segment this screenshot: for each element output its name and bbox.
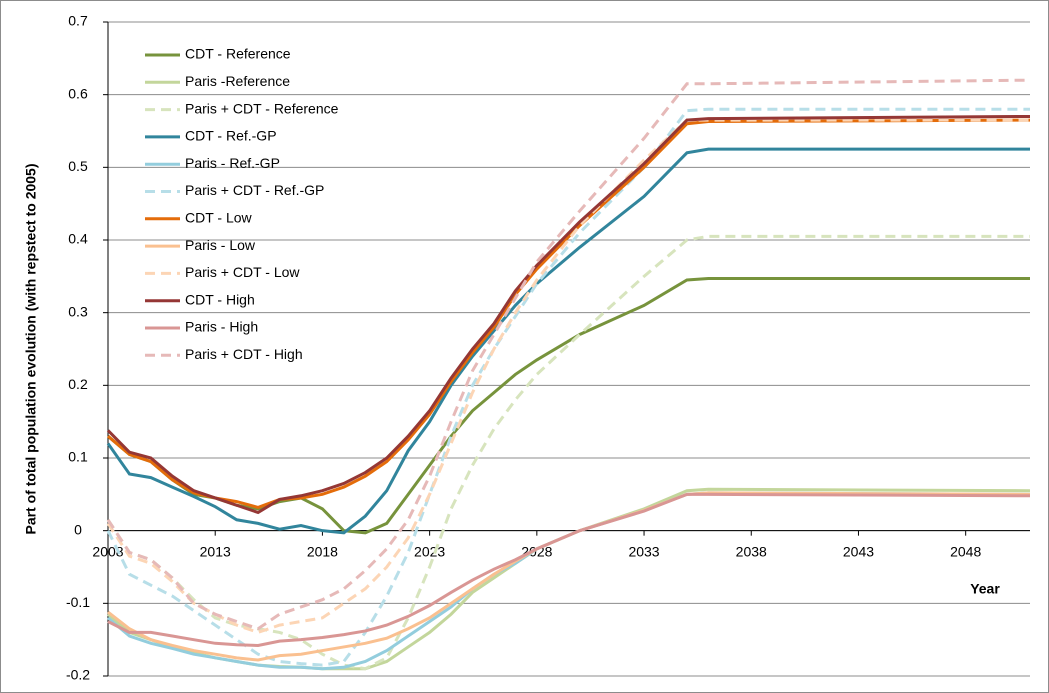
series-line [106, 78, 1031, 631]
legend-label: Paris - Low [185, 237, 256, 253]
legend-label: CDT - High [185, 291, 255, 307]
y-tick-label: 0 [74, 521, 82, 537]
series-line [106, 234, 1030, 671]
series-line [106, 114, 1031, 515]
x-tick-label: 2048 [950, 543, 981, 559]
y-tick-label: -0.1 [66, 594, 90, 610]
y-tick-label: 0.7 [68, 13, 88, 29]
y-axis-label: Part of total population evolution (with… [23, 163, 39, 534]
y-tick-label: 0.1 [68, 449, 88, 465]
legend-label: Paris -Reference [185, 73, 290, 89]
legend-label: Paris + CDT - Low [185, 264, 300, 280]
series-line [107, 492, 1031, 647]
y-tick-label: -0.2 [66, 667, 90, 683]
x-tick-label: 2038 [736, 543, 767, 559]
x-tick-label: 2043 [843, 543, 874, 559]
x-tick-label: 2033 [628, 543, 659, 559]
x-tick-label: 2013 [200, 543, 231, 559]
series-line [106, 107, 1030, 667]
x-axis-label: Year [970, 581, 1000, 597]
y-tick-label: 0.2 [68, 376, 88, 392]
legend-label: CDT - Low [185, 210, 253, 226]
series-line [106, 118, 1030, 634]
y-tick-label: 0.3 [68, 303, 88, 319]
x-tick-label: 2023 [414, 543, 445, 559]
y-tick-label: 0.6 [68, 85, 88, 101]
legend-label: Paris + CDT - Reference [185, 100, 339, 116]
y-tick-label: 0.4 [68, 231, 88, 247]
legend-label: CDT - Reference [185, 46, 291, 62]
legend-label: Paris - Ref.-GP [185, 155, 280, 171]
y-tick-label: 0.5 [68, 158, 88, 174]
series-line [106, 147, 1030, 535]
legend-label: Paris - High [185, 319, 258, 335]
legend-label: Paris + CDT - Ref.-GP [185, 182, 324, 198]
legend-label: Paris + CDT - High [185, 346, 303, 362]
x-tick-label: 2018 [307, 543, 338, 559]
legend-label: CDT - Ref.-GP [185, 128, 277, 144]
